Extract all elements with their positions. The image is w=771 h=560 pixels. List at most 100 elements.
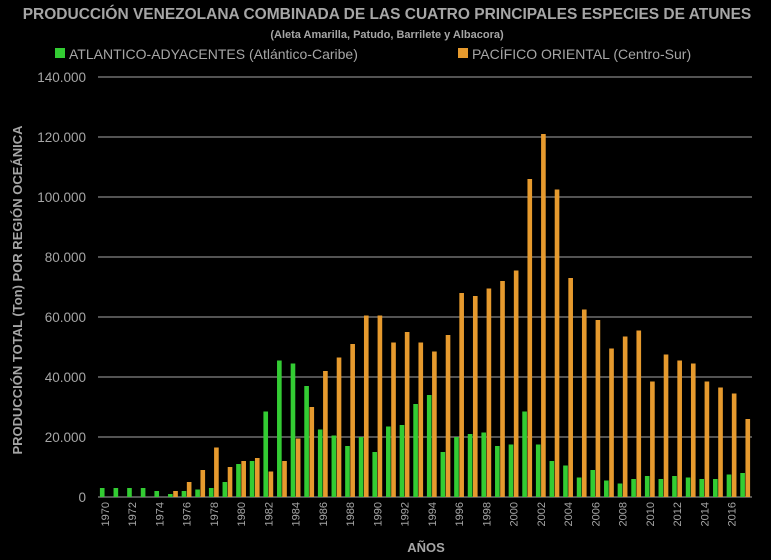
bar-atlantico-1984	[290, 363, 296, 497]
bar-atlantico-2005	[576, 477, 582, 497]
bar-pacifico-1979	[227, 467, 233, 497]
bar-atlantico-2010	[644, 476, 650, 497]
bar-pacifico-2004	[568, 278, 573, 497]
bar-pacifico-1978	[214, 447, 219, 497]
bar-atlantico-1995	[440, 452, 446, 497]
x-tick-label: 1986	[318, 502, 330, 526]
bar-atlantico-2012	[672, 476, 677, 497]
x-axis-ticks: 1970 1972 1974 1976 1978 1980 1982 1984 1986 1988…	[100, 502, 739, 526]
bar-pacifico-1995	[445, 335, 451, 497]
bar-pacifico-2016	[731, 393, 737, 497]
bar-atlantico-1979	[222, 482, 228, 497]
bar-atlantico-1988	[345, 446, 350, 497]
bar-pacifico-2003	[554, 189, 560, 497]
bar-atlantico-2013	[685, 477, 691, 497]
y-tick-label: 80.000	[45, 250, 86, 265]
bar-atlantico-2000	[508, 444, 514, 497]
bar-atlantico-1997	[467, 434, 473, 497]
x-tick-label: 1972	[127, 502, 139, 526]
legend-swatch-pacifico	[458, 48, 468, 58]
bar-pacifico-2013	[690, 363, 696, 497]
bar-atlantico-2002	[535, 444, 541, 497]
bar-pacifico-2010	[650, 381, 655, 497]
x-tick-label: 2012	[672, 502, 684, 526]
y-tick-label: 40.000	[45, 370, 86, 385]
bar-atlantico-1972	[127, 488, 132, 497]
bar-pacifico-1980	[241, 461, 246, 497]
chart-subtitle: (Aleta Amarilla, Patudo, Barrilete y Alb…	[270, 29, 504, 41]
bar-pacifico-1985	[309, 407, 315, 497]
bar-atlantico-1986	[317, 429, 323, 497]
legend: ATLANTICO-ADYACENTES (Atlántico-Caribe) …	[55, 46, 691, 62]
y-axis-title: PRODUCCIÓN TOTAL (Ton) POR REGIÓN OCEÁNI…	[10, 125, 25, 455]
bar-atlantico-2016	[726, 474, 732, 497]
bar-pacifico-2012	[677, 360, 682, 497]
bar-pacifico-1977	[200, 470, 206, 497]
x-tick-label: 1982	[263, 502, 275, 526]
bar-atlantico-1996	[454, 437, 459, 497]
bar-atlantico-2014	[699, 479, 705, 497]
bar-atlantico-2011	[658, 479, 664, 497]
x-tick-label: 1980	[236, 502, 248, 526]
y-tick-label: 140.000	[37, 70, 86, 85]
bar-atlantico-2007	[604, 480, 609, 497]
x-tick-label: 2000	[509, 502, 521, 526]
bar-atlantico-1999	[495, 446, 500, 497]
bar-pacifico-2006	[595, 320, 601, 497]
x-tick-label: 1970	[100, 502, 112, 526]
bar-atlantico-1980	[236, 464, 241, 497]
x-tick-label: 2014	[699, 502, 711, 526]
x-tick-label: 2004	[563, 502, 575, 526]
x-tick-label: 1988	[345, 502, 357, 526]
bar-pacifico-1993	[418, 342, 424, 497]
bar-pacifico-1999	[500, 281, 505, 497]
bar-atlantico-1987	[331, 435, 337, 497]
bar-pacifico-2002	[541, 134, 546, 497]
bar-atlantico-1971	[113, 488, 119, 497]
x-tick-label: 2008	[618, 502, 630, 526]
bar-atlantico-1973	[140, 488, 146, 497]
bar-atlantico-2009	[631, 479, 636, 497]
x-tick-label: 1978	[209, 502, 221, 526]
bar-pacifico-1976	[186, 482, 192, 497]
bar-atlantico-1998	[481, 432, 487, 497]
x-tick-label: 1992	[400, 502, 412, 526]
bar-pacifico-2009	[636, 330, 642, 497]
bar-atlantico-2001	[522, 411, 527, 497]
x-tick-label: 2002	[536, 502, 548, 526]
bar-atlantico-1975	[168, 494, 173, 497]
bar-pacifico-1987	[336, 357, 342, 497]
bar-pacifico-2015	[718, 387, 723, 497]
bar-atlantico-1970	[99, 488, 105, 497]
bar-pacifico-1983	[282, 461, 287, 497]
y-tick-label: 120.000	[37, 130, 86, 145]
bar-atlantico-1983	[277, 360, 282, 497]
x-tick-label: 1984	[291, 502, 303, 526]
bar-pacifico-2008	[622, 336, 628, 497]
bar-atlantico-1976	[181, 491, 187, 497]
bar-atlantico-1990	[372, 452, 378, 497]
bar-pacifico-1997	[472, 296, 478, 497]
bar-pacifico-2017	[745, 419, 751, 497]
chart-title: PRODUCCIÓN VENEZOLANA COMBINADA DE LAS C…	[23, 5, 752, 23]
bar-pacifico-1981	[254, 458, 260, 497]
bar-atlantico-2004	[563, 465, 568, 497]
bar-atlantico-1991	[386, 426, 391, 497]
bar-pacifico-1990	[377, 315, 383, 497]
bar-pacifico-1991	[391, 342, 396, 497]
bar-pacifico-1998	[486, 288, 492, 497]
bar-atlantico-2003	[549, 461, 555, 497]
legend-label-pacifico: PACÍFICO ORIENTAL (Centro-Sur)	[472, 46, 691, 62]
y-axis-ticks: 0 20.000 40.000 60.000 80.000 100.000 120.000 1…	[37, 70, 86, 505]
bar-pacifico-1996	[459, 293, 464, 497]
bar-atlantico-2015	[713, 479, 718, 497]
bar-atlantico-1992	[399, 425, 405, 497]
bar-pacifico-1982	[268, 471, 274, 497]
y-tick-label: 0	[78, 490, 86, 505]
bar-atlantico-2006	[590, 470, 596, 497]
x-tick-label: 2010	[645, 502, 657, 526]
bar-atlantico-1989	[358, 437, 364, 497]
bar-pacifico-1986	[323, 371, 328, 497]
x-tick-label: 1998	[481, 502, 493, 526]
